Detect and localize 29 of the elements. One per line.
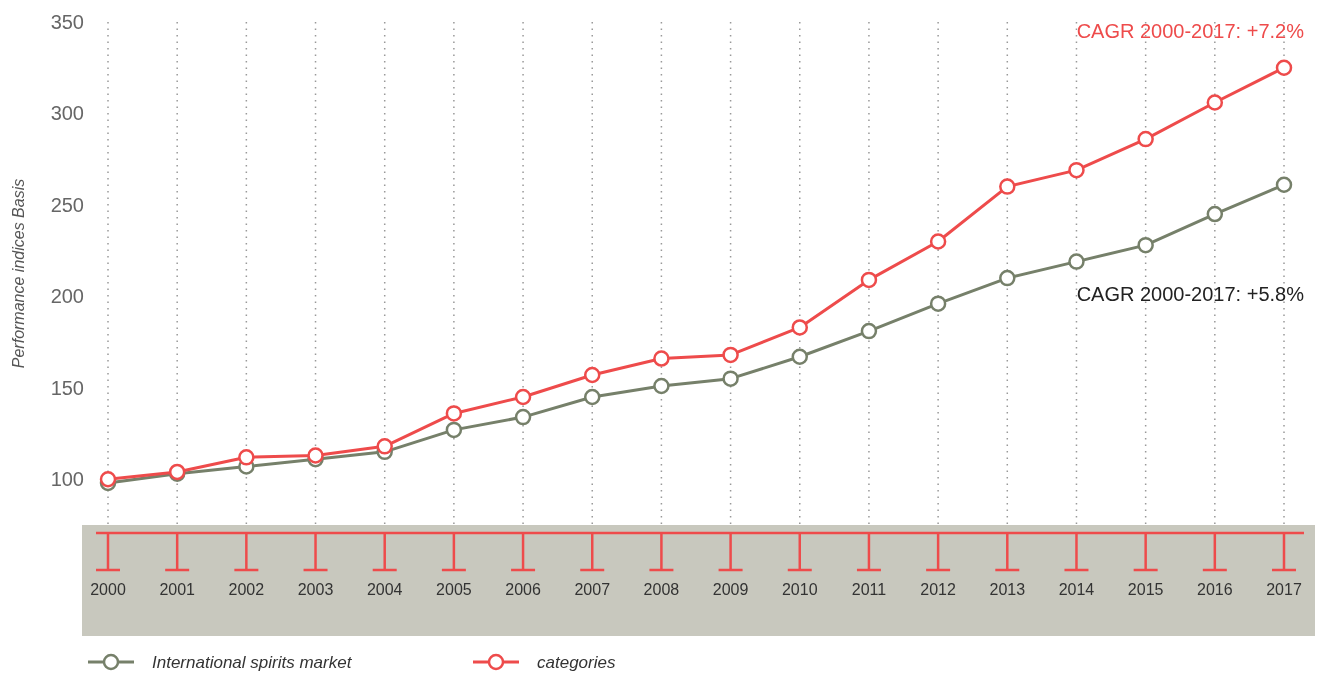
x-tick-label: 2011 xyxy=(851,581,887,598)
y-axis-title: Performance indices Basis xyxy=(10,178,27,369)
x-tick-label: 2000 xyxy=(90,581,126,598)
legend-label: categories xyxy=(537,652,616,672)
x-tick-label: 2014 xyxy=(1058,581,1095,598)
y-tick-label: 200 xyxy=(50,285,84,308)
y-tick-label: 250 xyxy=(50,193,84,216)
x-tick-label: 2009 xyxy=(712,581,749,598)
x-tick-label: 2002 xyxy=(228,581,265,598)
y-tick-label: 350 xyxy=(50,11,84,33)
x-tick-label: 2017 xyxy=(1266,581,1302,598)
x-tick-label: 2003 xyxy=(297,581,334,598)
annotation: CAGR 2000-2017: +7.2% xyxy=(1076,20,1305,42)
x-tick-label: 2005 xyxy=(436,581,472,598)
x-tick-label: 2006 xyxy=(505,581,541,598)
x-tick-label: 2010 xyxy=(781,581,818,598)
x-tick-label: 2007 xyxy=(574,581,611,598)
x-tick-label: 2015 xyxy=(1127,581,1164,598)
x-tick-label: 2004 xyxy=(366,581,403,598)
x-tick-label: 2008 xyxy=(643,581,680,598)
annotation: CAGR 2000-2017: +5.8% xyxy=(1076,283,1305,306)
y-tick-label: 150 xyxy=(50,376,84,399)
legend-label: International spirits market xyxy=(152,652,353,672)
x-tick-label: 2012 xyxy=(920,581,957,598)
y-tick-label: 300 xyxy=(50,102,84,125)
x-tick-label: 2013 xyxy=(989,581,1026,598)
x-tick-label: 2001 xyxy=(159,581,196,598)
x-tick-label: 2016 xyxy=(1197,581,1233,598)
y-tick-label: 100 xyxy=(50,468,84,491)
